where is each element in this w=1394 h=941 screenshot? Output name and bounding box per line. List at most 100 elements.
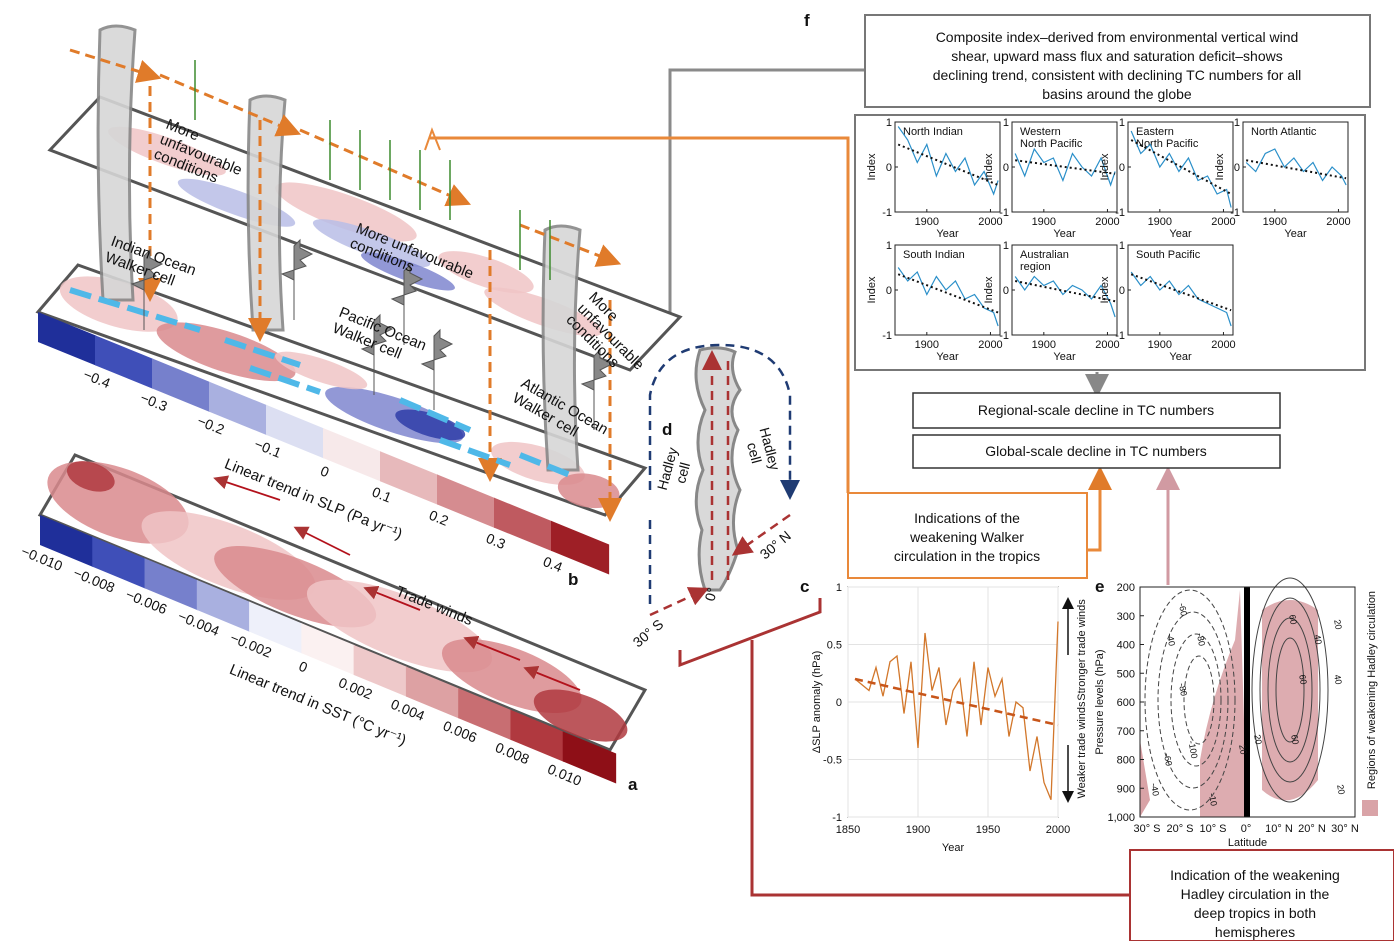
plume — [248, 96, 285, 330]
contour-label: 20 — [1332, 619, 1344, 631]
plot-title: North Indian — [903, 126, 963, 138]
note-text: hemispheres — [1215, 924, 1295, 940]
x-tick-label: 1900 — [906, 824, 930, 836]
plot-title: region — [1020, 261, 1051, 273]
orange-arrow — [1087, 478, 1100, 550]
y-tick-label: 500 — [1117, 668, 1135, 680]
note-text: Hadley circulation in the — [1181, 886, 1330, 902]
axis-label: Year — [1053, 351, 1076, 363]
colorbar-label: 0.1 — [370, 483, 394, 505]
red-bracket — [680, 598, 820, 665]
plot-title: North Atlantic — [1251, 126, 1317, 138]
panel-label: c — [800, 577, 809, 596]
annotation: Weaker trade winds — [1076, 701, 1088, 799]
axis-label: Index — [866, 276, 878, 303]
plot-title: South Indian — [903, 249, 965, 261]
x-tick-label: 1950 — [976, 824, 1000, 836]
axis-label: Year — [942, 842, 965, 854]
x-tick-label: 30° S — [1133, 823, 1160, 835]
x-tick-label: 2000 — [1046, 824, 1070, 836]
contour-label: 20 — [1237, 744, 1249, 756]
axis-label: Index — [1214, 153, 1226, 180]
red-connector — [752, 640, 1130, 895]
axis-label: Pressure levels (hPa) — [1094, 649, 1106, 754]
contour-label: 60 — [1289, 734, 1301, 746]
contour-label: -60 — [1177, 602, 1189, 617]
contour-label: -40 — [1149, 782, 1161, 797]
x-tick-label: 2000 — [1326, 216, 1350, 228]
weakening-region — [1262, 600, 1318, 800]
contour-label: -100 — [1186, 740, 1199, 759]
x-tick-label: 20° S — [1166, 823, 1193, 835]
orange-bracket — [425, 130, 440, 150]
y-tick-label: 0 — [886, 162, 892, 174]
contour-label: 40 — [1312, 634, 1324, 646]
plume — [696, 348, 740, 590]
y-tick-label: 1,000 — [1107, 812, 1135, 824]
weakening-region — [1200, 590, 1247, 817]
y-tick-label: -1 — [1230, 207, 1240, 219]
y-tick-label: -1 — [882, 207, 892, 219]
colorbar-label: 0.4 — [541, 553, 565, 575]
axis-label: Index — [1099, 276, 1111, 303]
y-tick-label: 1 — [1003, 240, 1009, 252]
axis-label: Index — [983, 276, 995, 303]
x-tick-label: 1900 — [915, 216, 939, 228]
y-tick-label: 0 — [1003, 285, 1009, 297]
note-text: Indications of the — [914, 510, 1020, 526]
panel-f-box — [855, 115, 1365, 370]
panel-label: f — [804, 11, 810, 30]
grey-connector — [640, 70, 865, 320]
plot-title: Eastern — [1136, 126, 1174, 138]
outcome-text: Global-scale decline in TC numbers — [985, 443, 1207, 459]
y-tick-label: 900 — [1117, 783, 1135, 795]
y-tick-label: -1 — [832, 812, 842, 824]
y-tick-label: 0 — [886, 285, 892, 297]
legend-swatch — [1362, 800, 1378, 816]
legend-label: Regions of weakening Hadley circulation — [1366, 591, 1378, 789]
trade-flow — [650, 592, 700, 615]
x-tick-label: 1900 — [1148, 339, 1172, 351]
figure: MoreunfavourableconditionsMore unfavoura… — [0, 0, 1394, 941]
slp-line — [855, 622, 1058, 800]
note-text: circulation in the tropics — [894, 548, 1040, 564]
plot-title: Western — [1020, 126, 1061, 138]
y-tick-label: 1 — [836, 582, 842, 594]
colorbar-label: 0 — [318, 462, 331, 480]
x-tick-label: 10° S — [1199, 823, 1226, 835]
plot-title: Australian — [1020, 249, 1069, 261]
outcome-text: Regional-scale decline in TC numbers — [978, 402, 1214, 418]
contour-label: 20 — [1252, 734, 1264, 746]
latitude-label: 30° N — [757, 527, 794, 562]
x-tick-label: 0° — [1241, 823, 1252, 835]
y-tick-label: 0 — [1119, 162, 1125, 174]
axis-label: Year — [1169, 351, 1192, 363]
y-tick-label: -1 — [882, 330, 892, 342]
y-tick-label: -0.5 — [823, 755, 842, 767]
x-tick-label: 10° N — [1265, 823, 1293, 835]
y-tick-label: -1 — [1115, 330, 1125, 342]
y-tick-label: 1 — [1003, 117, 1009, 129]
axis-label: Year — [1169, 228, 1192, 240]
axis-label: Year — [936, 351, 959, 363]
colorbar-label: 0 — [297, 658, 311, 676]
note-text: weakening Walker — [909, 529, 1024, 545]
y-tick-label: 0 — [1003, 162, 1009, 174]
y-tick-label: 0 — [1234, 162, 1240, 174]
panel-label: b — [568, 570, 578, 589]
panel-label: d — [662, 420, 672, 439]
axis-label: Index — [983, 153, 995, 180]
contour-label: -40 — [1165, 632, 1177, 647]
y-tick-label: -1 — [999, 330, 1009, 342]
y-tick-label: 400 — [1117, 640, 1135, 652]
y-tick-label: 1 — [886, 240, 892, 252]
panel-label: e — [1095, 577, 1104, 596]
axis-label: Year — [1284, 228, 1307, 240]
x-tick-label: 1900 — [1032, 339, 1056, 351]
x-tick-label: 1900 — [1263, 216, 1287, 228]
summary-text: basins around the globe — [1042, 86, 1192, 102]
weakening-region — [1140, 740, 1150, 817]
updraft-icon — [282, 240, 312, 320]
axis-label: Year — [1053, 228, 1076, 240]
contour-label: 60 — [1287, 614, 1299, 626]
